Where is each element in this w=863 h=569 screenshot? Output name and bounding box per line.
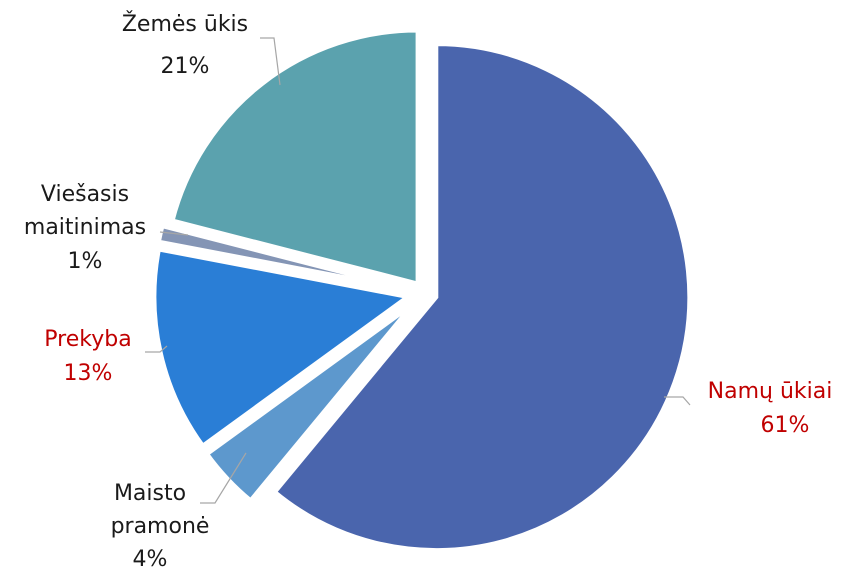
- leader-line-0: [664, 396, 691, 406]
- data-label-prekyba: Prekyba 13%: [44, 327, 131, 386]
- slice-label-viesasis-maitinimas-line2: maitinimas: [24, 215, 146, 240]
- leader-line-3: [159, 231, 189, 236]
- slice-label-zemes-ukis: Žemės ūkis: [122, 11, 248, 37]
- slice-label-prekyba: Prekyba: [44, 327, 131, 352]
- pie-slices: [152, 28, 692, 553]
- slice-label-viesasis-maitinimas-line1: Viešasis: [41, 182, 129, 207]
- slice-value-zemes-ukis: 21%: [161, 54, 210, 79]
- leader-line-2: [145, 345, 168, 353]
- slice-label-namu-ukiai: Namų ūkiai: [708, 379, 833, 404]
- pie-slice-4: [170, 28, 420, 287]
- slice-label-maisto-pramone-line1: Maisto: [114, 481, 186, 506]
- slice-value-prekyba: 13%: [64, 361, 113, 386]
- pie-slice-1: [204, 303, 414, 504]
- pie-slice-3: [156, 223, 408, 292]
- slice-value-viesasis-maitinimas: 1%: [68, 249, 103, 274]
- data-label-maisto-pramone: Maisto pramonė 4%: [111, 481, 210, 569]
- leader-lines: [145, 37, 691, 504]
- leader-line-4: [260, 37, 281, 86]
- slice-value-namu-ukiai: 61%: [761, 413, 810, 438]
- pie-slice-0: [272, 42, 692, 553]
- slice-value-maisto-pramone: 4%: [133, 547, 168, 569]
- data-label-viesasis-maitinimas: Viešasis maitinimas 1%: [24, 182, 146, 274]
- data-label-namu-ukiai: Namų ūkiai 61%: [708, 379, 833, 438]
- leader-line-1: [200, 452, 247, 504]
- data-label-zemes-ukis: Žemės ūkis 21%: [122, 11, 248, 79]
- slice-label-maisto-pramone-line2: pramonė: [111, 514, 210, 539]
